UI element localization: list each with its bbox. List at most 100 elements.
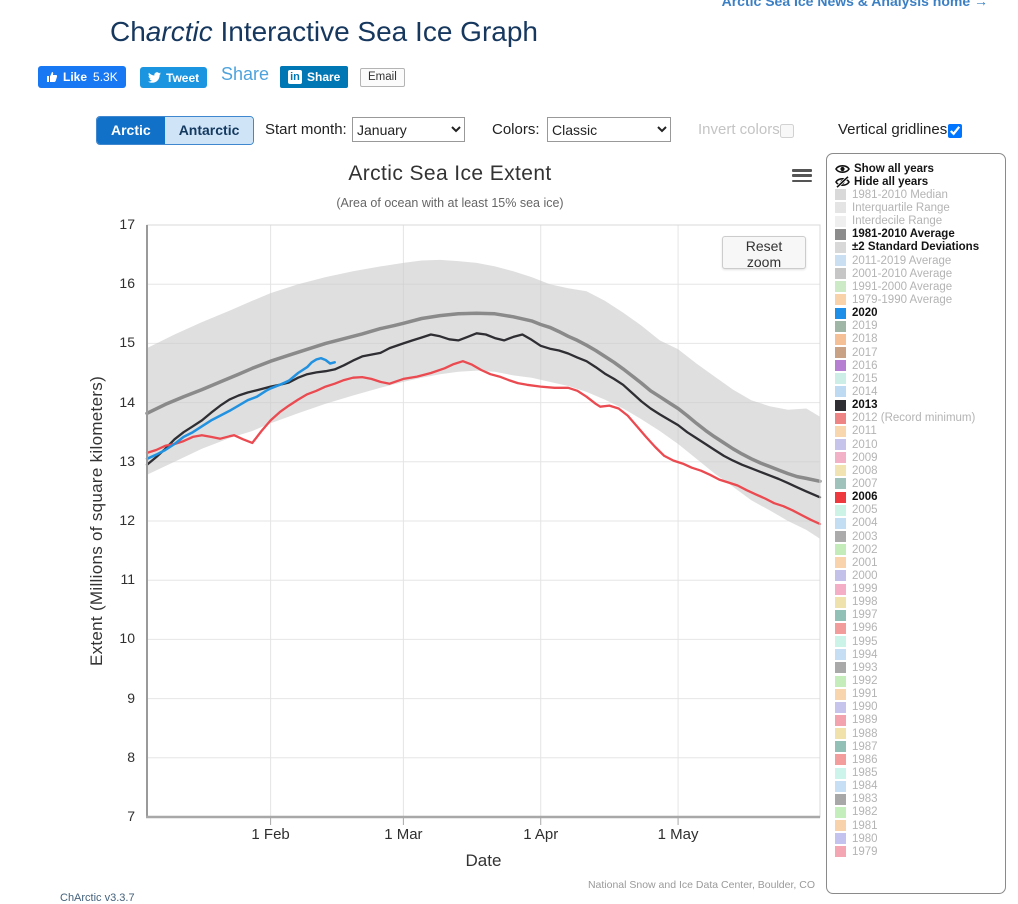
thumbs-up-icon (47, 72, 58, 82)
tab-antarctic[interactable]: Antarctic (164, 117, 254, 144)
legend-item-label: 2020 (852, 307, 878, 320)
home-link[interactable]: Arctic Sea Ice News & Analysis home → (721, 0, 988, 9)
legend-item[interactable]: 2015 (835, 372, 1005, 385)
legend-swatch (835, 846, 846, 858)
legend-item-label: 2013 (852, 399, 878, 412)
legend-item[interactable]: 1993 (835, 661, 1005, 674)
legend-item[interactable]: 1991-2000 Average (835, 280, 1005, 293)
legend-item[interactable]: 2008 (835, 464, 1005, 477)
legend-item[interactable]: 1987 (835, 740, 1005, 753)
vertical-gridlines-checkbox[interactable] (948, 124, 962, 138)
series-2020 (145, 356, 336, 461)
legend-item[interactable]: 2012 (Record minimum) (835, 412, 1005, 425)
legend-item[interactable]: 1983 (835, 793, 1005, 806)
legend-item[interactable]: 2002 (835, 543, 1005, 556)
legend-item[interactable]: 1996 (835, 622, 1005, 635)
legend-item-label: 2011 (852, 425, 877, 438)
legend-item[interactable]: 2003 (835, 530, 1005, 543)
legend-item[interactable]: ±2 Standard Deviations (835, 241, 1005, 254)
legend-item[interactable]: 2020 (835, 307, 1005, 320)
legend-item-label: 1980 (852, 832, 878, 845)
legend-item-label: 1991-2000 Average (852, 280, 953, 293)
legend-item[interactable]: 2016 (835, 359, 1005, 372)
legend-item[interactable]: 2000 (835, 569, 1005, 582)
legend-item-label: 1990 (852, 701, 878, 714)
legend-item[interactable]: 1981-2010 Median (835, 188, 1005, 201)
legend-swatch (835, 281, 846, 293)
legend-swatch (835, 754, 846, 766)
colors-select[interactable]: Classic (547, 117, 671, 142)
legend-item[interactable]: 2013 (835, 399, 1005, 412)
legend-swatch (835, 255, 846, 267)
legend-swatch (835, 452, 846, 464)
legend-item[interactable]: 1985 (835, 766, 1005, 779)
legend-item-label: 2018 (852, 333, 878, 346)
share-link[interactable]: Share (221, 64, 270, 84)
legend-item-label: 2006 (852, 491, 878, 504)
legend-item[interactable]: 2018 (835, 333, 1005, 346)
y-axis-tick-label: 12 (119, 512, 135, 528)
reset-zoom-button[interactable]: Reset zoom (722, 236, 806, 270)
legend-item[interactable]: 1979-1990 Average (835, 293, 1005, 306)
legend-item-label: 2000 (852, 569, 878, 582)
legend-item[interactable]: Interdecile Range (835, 215, 1005, 228)
legend-item[interactable]: 2004 (835, 517, 1005, 530)
series-2006 (145, 360, 822, 526)
legend-item[interactable]: 1989 (835, 714, 1005, 727)
legend-item[interactable]: 1994 (835, 648, 1005, 661)
legend-item[interactable]: 2014 (835, 385, 1005, 398)
tab-arctic[interactable]: Arctic (97, 117, 165, 144)
legend-item[interactable]: 2009 (835, 451, 1005, 464)
facebook-like-button[interactable]: Like 5.3K (38, 66, 126, 88)
legend-item[interactable]: 1995 (835, 635, 1005, 648)
legend-item[interactable]: 1986 (835, 753, 1005, 766)
legend-item[interactable]: Interquartile Range (835, 201, 1005, 214)
legend-item[interactable]: 2017 (835, 346, 1005, 359)
legend-item[interactable]: Show all years (835, 162, 1005, 175)
legend-item[interactable]: 1981 (835, 819, 1005, 832)
hamburger-menu-icon[interactable] (792, 169, 812, 185)
legend-swatch (835, 767, 846, 779)
legend-item[interactable]: 2001-2010 Average (835, 267, 1005, 280)
legend-item[interactable]: Hide all years (835, 175, 1005, 188)
legend-swatch (835, 701, 846, 713)
legend-item[interactable]: 1984 (835, 780, 1005, 793)
legend-item[interactable]: 2006 (835, 491, 1005, 504)
legend-item[interactable]: 2005 (835, 504, 1005, 517)
legend-item-label: 1984 (852, 780, 878, 793)
linkedin-share-button[interactable]: in Share (280, 66, 349, 88)
start-month-select[interactable]: January (352, 117, 465, 142)
legend-item[interactable]: 1990 (835, 701, 1005, 714)
legend-item[interactable]: 1992 (835, 674, 1005, 687)
legend-swatch (835, 373, 846, 385)
legend-item[interactable]: 2019 (835, 320, 1005, 333)
y-axis-tick-label: 8 (127, 748, 135, 765)
email-button[interactable]: Email (360, 68, 405, 87)
legend-item-label: 1979 (852, 845, 878, 858)
series-1981-2010-average (145, 311, 822, 484)
legend-item[interactable]: 1998 (835, 596, 1005, 609)
legend-item[interactable]: 1980 (835, 832, 1005, 845)
version-label[interactable]: ChArctic v3.3.7 (60, 892, 135, 904)
invert-colors-checkbox[interactable] (780, 124, 794, 138)
legend-item[interactable]: 2001 (835, 556, 1005, 569)
legend-item[interactable]: 1982 (835, 806, 1005, 819)
legend-item[interactable]: 1981-2010 Average (835, 228, 1005, 241)
legend-item[interactable]: 1999 (835, 583, 1005, 596)
legend-swatch (835, 622, 846, 634)
legend-item[interactable]: 2011-2019 Average (835, 254, 1005, 267)
legend-item[interactable]: 2007 (835, 477, 1005, 490)
x-axis-tick-label: 1 Mar (384, 826, 423, 843)
linkedin-share-label: Share (307, 70, 341, 84)
legend-swatch (835, 386, 846, 398)
legend-item[interactable]: 1991 (835, 688, 1005, 701)
legend-item[interactable]: 1997 (835, 609, 1005, 622)
legend-item-label: 1992 (852, 675, 878, 688)
legend-item[interactable]: 2011 (835, 425, 1005, 438)
legend-item[interactable]: 1988 (835, 727, 1005, 740)
legend-item[interactable]: 1979 (835, 845, 1005, 858)
legend-item[interactable]: 2010 (835, 438, 1005, 451)
tweet-label: Tweet (166, 70, 200, 85)
tweet-button[interactable]: Tweet (140, 67, 208, 88)
